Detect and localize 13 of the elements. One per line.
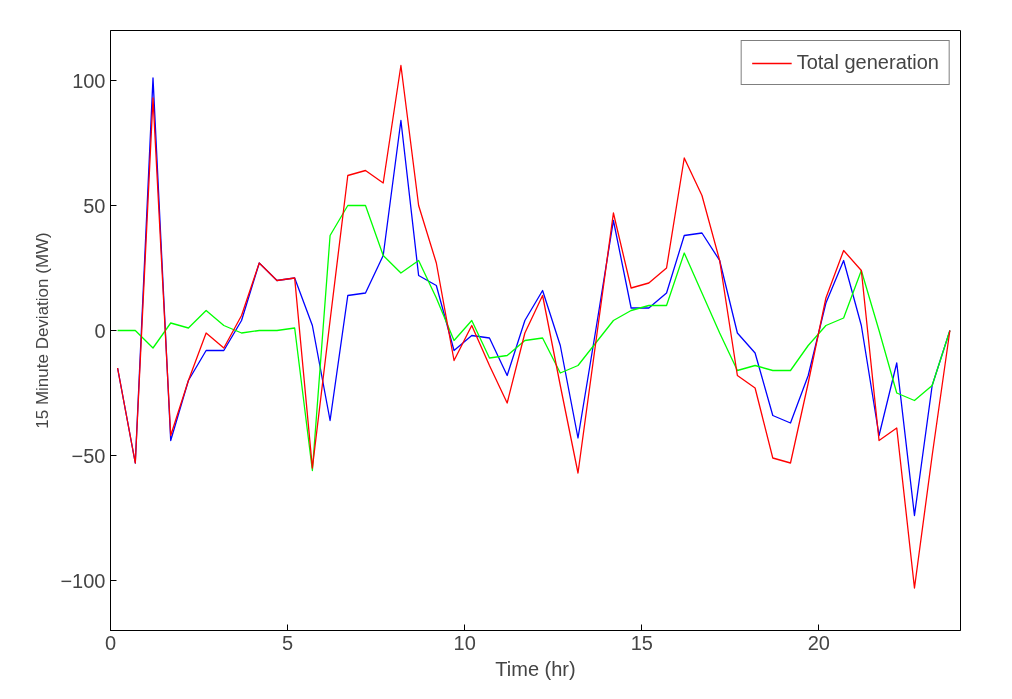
y-tick-label: 50 [83, 194, 106, 217]
x-tick-label: 5 [282, 631, 294, 654]
y-tick-label: 100 [72, 69, 106, 92]
x-axis-title: Time (hr) [495, 657, 576, 680]
line-series [116, 204, 951, 472]
x-tick-label: 20 [807, 631, 830, 654]
y-axis-title: 15 Minute Deviation (MW) [33, 232, 53, 429]
legend-label: Total generation [796, 51, 939, 74]
x-tick-label: 15 [630, 631, 653, 654]
y-tick-label: −50 [71, 444, 106, 467]
y-tick-label: −100 [60, 569, 106, 592]
y-tick-label: 0 [94, 319, 106, 342]
x-tick-label: 10 [453, 631, 476, 654]
